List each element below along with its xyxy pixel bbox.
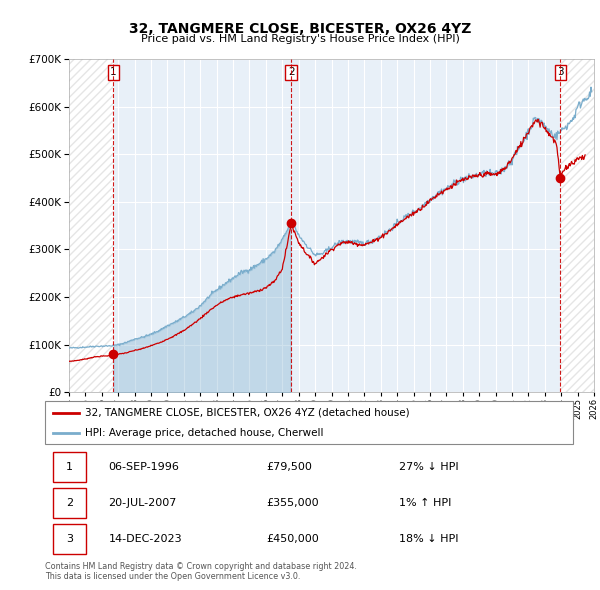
Text: 3: 3 <box>66 534 73 544</box>
Text: Price paid vs. HM Land Registry's House Price Index (HPI): Price paid vs. HM Land Registry's House … <box>140 34 460 44</box>
Text: 1: 1 <box>66 462 73 472</box>
Text: £450,000: £450,000 <box>267 534 320 544</box>
Text: 27% ↓ HPI: 27% ↓ HPI <box>399 462 458 472</box>
Text: 18% ↓ HPI: 18% ↓ HPI <box>399 534 458 544</box>
Text: 1% ↑ HPI: 1% ↑ HPI <box>399 498 451 508</box>
FancyBboxPatch shape <box>45 401 573 444</box>
Bar <box>560 59 594 392</box>
FancyBboxPatch shape <box>53 489 86 517</box>
FancyBboxPatch shape <box>53 452 86 481</box>
Text: 2: 2 <box>288 67 295 77</box>
Bar <box>69 59 113 392</box>
Text: 3: 3 <box>557 67 564 77</box>
Text: £79,500: £79,500 <box>267 462 313 472</box>
Text: 2: 2 <box>66 498 73 508</box>
FancyBboxPatch shape <box>53 525 86 554</box>
Text: Contains HM Land Registry data © Crown copyright and database right 2024.
This d: Contains HM Land Registry data © Crown c… <box>45 562 357 581</box>
Bar <box>560 59 594 392</box>
Text: 32, TANGMERE CLOSE, BICESTER, OX26 4YZ: 32, TANGMERE CLOSE, BICESTER, OX26 4YZ <box>129 22 471 36</box>
Text: 20-JUL-2007: 20-JUL-2007 <box>109 498 177 508</box>
Text: 06-SEP-1996: 06-SEP-1996 <box>109 462 179 472</box>
Text: HPI: Average price, detached house, Cherwell: HPI: Average price, detached house, Cher… <box>85 428 323 438</box>
Text: 32, TANGMERE CLOSE, BICESTER, OX26 4YZ (detached house): 32, TANGMERE CLOSE, BICESTER, OX26 4YZ (… <box>85 408 409 418</box>
Text: 1: 1 <box>110 67 117 77</box>
Bar <box>69 59 113 392</box>
Text: £355,000: £355,000 <box>267 498 319 508</box>
Text: 14-DEC-2023: 14-DEC-2023 <box>109 534 182 544</box>
